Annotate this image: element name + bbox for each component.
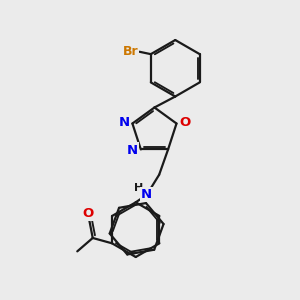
Text: H: H	[134, 183, 143, 194]
Text: Br: Br	[123, 45, 138, 58]
Text: N: N	[127, 143, 138, 157]
Text: O: O	[179, 116, 190, 128]
Text: O: O	[82, 207, 94, 220]
Text: N: N	[118, 116, 130, 129]
Text: N: N	[141, 188, 152, 201]
